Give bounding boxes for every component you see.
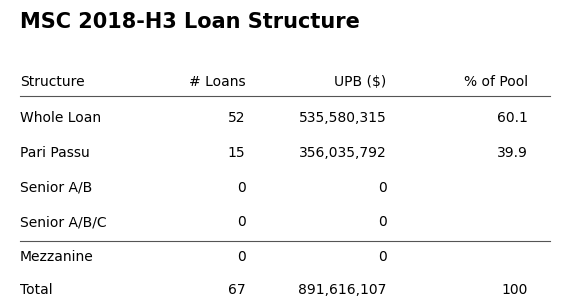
Text: MSC 2018-H3 Loan Structure: MSC 2018-H3 Loan Structure — [20, 12, 360, 32]
Text: 0: 0 — [237, 181, 246, 195]
Text: 15: 15 — [228, 146, 246, 160]
Text: Total: Total — [20, 283, 52, 297]
Text: # Loans: # Loans — [189, 75, 246, 89]
Text: Pari Passu: Pari Passu — [20, 146, 89, 160]
Text: Senior A/B: Senior A/B — [20, 181, 92, 195]
Text: Whole Loan: Whole Loan — [20, 111, 101, 125]
Text: 60.1: 60.1 — [497, 111, 528, 125]
Text: 67: 67 — [228, 283, 246, 297]
Text: 891,616,107: 891,616,107 — [298, 283, 386, 297]
Text: 39.9: 39.9 — [497, 146, 528, 160]
Text: 0: 0 — [378, 215, 386, 229]
Text: 356,035,792: 356,035,792 — [299, 146, 386, 160]
Text: % of Pool: % of Pool — [463, 75, 528, 89]
Text: 100: 100 — [502, 283, 528, 297]
Text: 535,580,315: 535,580,315 — [299, 111, 386, 125]
Text: 0: 0 — [378, 250, 386, 264]
Text: 0: 0 — [378, 181, 386, 195]
Text: Mezzanine: Mezzanine — [20, 250, 93, 264]
Text: 0: 0 — [237, 215, 246, 229]
Text: 0: 0 — [237, 250, 246, 264]
Text: UPB ($): UPB ($) — [335, 75, 386, 89]
Text: Senior A/B/C: Senior A/B/C — [20, 215, 107, 229]
Text: Structure: Structure — [20, 75, 84, 89]
Text: 52: 52 — [228, 111, 246, 125]
